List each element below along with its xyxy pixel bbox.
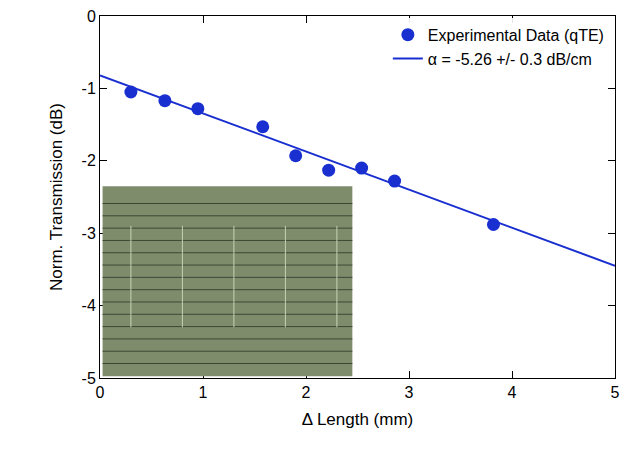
svg-text:Norm. Transmission (dB): Norm. Transmission (dB): [47, 103, 66, 291]
svg-text:0: 0: [87, 8, 96, 25]
svg-text:4: 4: [508, 384, 517, 401]
svg-text:-5: -5: [82, 370, 96, 387]
svg-text:Δ Length (mm): Δ Length (mm): [302, 410, 414, 429]
svg-text:α = -5.26 +/- 0.3 dB/cm: α = -5.26 +/- 0.3 dB/cm: [428, 51, 592, 68]
svg-text:1: 1: [199, 384, 208, 401]
svg-text:-1: -1: [82, 80, 96, 97]
svg-text:Experimental Data (qTE): Experimental Data (qTE): [428, 27, 604, 44]
svg-text:-3: -3: [82, 225, 96, 242]
svg-text:2: 2: [302, 384, 311, 401]
svg-text:-2: -2: [82, 152, 96, 169]
svg-text:0: 0: [96, 384, 105, 401]
svg-text:-4: -4: [82, 297, 96, 314]
svg-text:5: 5: [611, 384, 620, 401]
svg-text:3: 3: [405, 384, 414, 401]
